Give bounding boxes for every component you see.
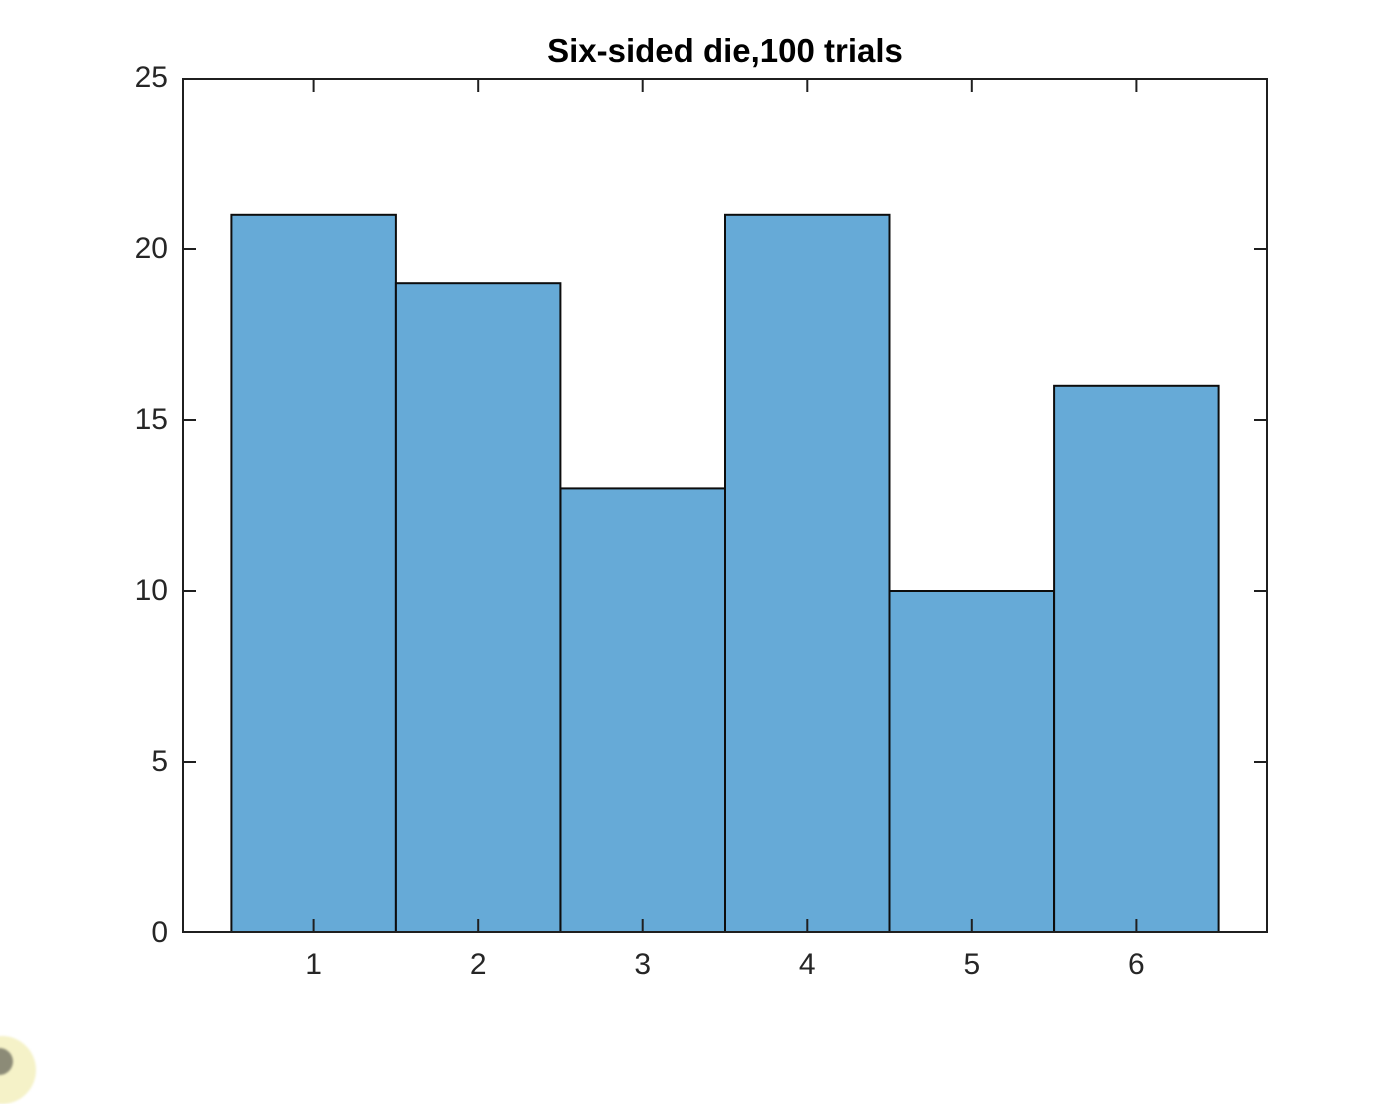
- x-tick-label-6: 6: [1128, 948, 1145, 981]
- y-tick-label-15: 15: [134, 403, 168, 436]
- histogram-bar-6: [1053, 384, 1220, 933]
- x-tick-label-4: 4: [798, 948, 816, 981]
- x-tick-label-2: 2: [469, 948, 487, 981]
- histogram-bar-3: [559, 487, 726, 933]
- y-tick-label-20: 20: [134, 232, 168, 265]
- chart-title: Six-sided die,100 trials: [547, 32, 903, 69]
- histogram-bar-4: [724, 213, 891, 933]
- figure-canvas: Six-sided die,100 trials 1 2 3 4 5 6 0 5 10 15 20 2…: [0, 32, 1268, 1104]
- histogram-bar-2: [394, 282, 562, 933]
- y-tick-label-25: 25: [134, 61, 168, 94]
- plot-area: [182, 78, 1268, 933]
- axis-box: [182, 78, 1268, 933]
- y-tick-label-5: 5: [151, 745, 168, 778]
- x-tick-label-5: 5: [963, 948, 981, 981]
- x-tick-label-3: 3: [634, 948, 652, 981]
- x-tick-label-1: 1: [305, 948, 322, 981]
- histogram-bar-1: [230, 213, 397, 933]
- histogram-bar-5: [888, 590, 1055, 933]
- histogram-plot: [182, 78, 1268, 933]
- y-tick-label-0: 0: [151, 916, 168, 949]
- y-tick-label-10: 10: [134, 574, 168, 607]
